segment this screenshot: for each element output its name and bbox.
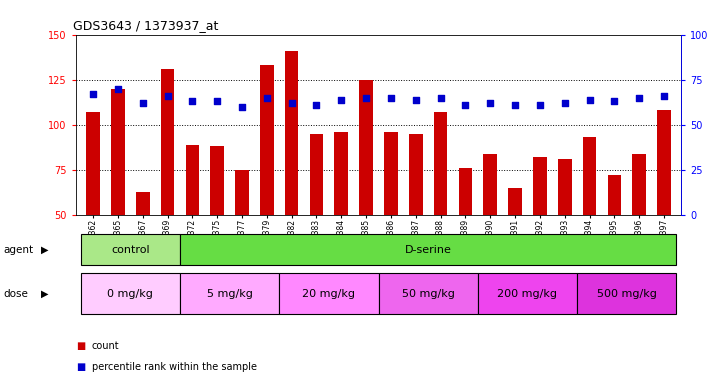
Text: 200 mg/kg: 200 mg/kg bbox=[497, 289, 557, 299]
Bar bbox=[161, 69, 174, 215]
Text: 5 mg/kg: 5 mg/kg bbox=[207, 289, 252, 299]
Point bbox=[410, 96, 422, 103]
Bar bbox=[81, 234, 180, 265]
Bar bbox=[459, 168, 472, 215]
Bar bbox=[657, 110, 671, 215]
Point bbox=[609, 98, 620, 104]
Point bbox=[633, 95, 645, 101]
Point bbox=[87, 91, 99, 97]
Point bbox=[236, 104, 248, 110]
Point bbox=[509, 102, 521, 108]
Bar bbox=[434, 112, 448, 215]
Bar bbox=[533, 157, 547, 215]
Point bbox=[360, 95, 372, 101]
Bar bbox=[285, 51, 298, 215]
Bar bbox=[483, 154, 497, 215]
Text: ▶: ▶ bbox=[41, 289, 48, 299]
Bar bbox=[359, 80, 373, 215]
Bar bbox=[81, 273, 180, 314]
Point bbox=[187, 98, 198, 104]
Point bbox=[584, 96, 596, 103]
Point bbox=[534, 102, 546, 108]
Bar bbox=[111, 89, 125, 215]
Bar bbox=[185, 145, 199, 215]
Bar bbox=[384, 132, 398, 215]
Bar bbox=[335, 132, 348, 215]
Text: count: count bbox=[92, 341, 119, 351]
Bar bbox=[558, 159, 572, 215]
Point bbox=[385, 95, 397, 101]
Bar bbox=[180, 234, 676, 265]
Bar bbox=[235, 170, 249, 215]
Bar bbox=[136, 192, 149, 215]
Text: ■: ■ bbox=[76, 341, 85, 351]
Bar bbox=[180, 273, 279, 314]
Text: dose: dose bbox=[4, 289, 29, 299]
Point bbox=[261, 95, 273, 101]
Point bbox=[286, 100, 298, 106]
Bar bbox=[478, 273, 577, 314]
Bar bbox=[379, 273, 478, 314]
Point bbox=[112, 86, 124, 92]
Bar bbox=[577, 273, 676, 314]
Text: GDS3643 / 1373937_at: GDS3643 / 1373937_at bbox=[73, 19, 218, 32]
Point bbox=[211, 98, 223, 104]
Bar bbox=[309, 134, 323, 215]
Bar bbox=[409, 134, 423, 215]
Bar bbox=[583, 137, 596, 215]
Bar bbox=[211, 146, 224, 215]
Text: agent: agent bbox=[4, 245, 34, 255]
Bar bbox=[260, 65, 274, 215]
Text: ■: ■ bbox=[76, 362, 85, 372]
Text: 0 mg/kg: 0 mg/kg bbox=[107, 289, 154, 299]
Text: D-serine: D-serine bbox=[404, 245, 451, 255]
Point bbox=[311, 102, 322, 108]
Text: 20 mg/kg: 20 mg/kg bbox=[302, 289, 355, 299]
Point bbox=[459, 102, 471, 108]
Text: 500 mg/kg: 500 mg/kg bbox=[597, 289, 657, 299]
Point bbox=[485, 100, 496, 106]
Bar bbox=[632, 154, 646, 215]
Point bbox=[559, 100, 570, 106]
Bar bbox=[608, 175, 622, 215]
Point bbox=[162, 93, 173, 99]
Point bbox=[137, 100, 149, 106]
Text: control: control bbox=[111, 245, 150, 255]
Point bbox=[335, 96, 347, 103]
Bar bbox=[87, 112, 100, 215]
Bar bbox=[279, 273, 379, 314]
Text: ▶: ▶ bbox=[41, 245, 48, 255]
Text: percentile rank within the sample: percentile rank within the sample bbox=[92, 362, 257, 372]
Bar bbox=[508, 188, 522, 215]
Text: 50 mg/kg: 50 mg/kg bbox=[402, 289, 455, 299]
Point bbox=[658, 93, 670, 99]
Point bbox=[435, 95, 446, 101]
